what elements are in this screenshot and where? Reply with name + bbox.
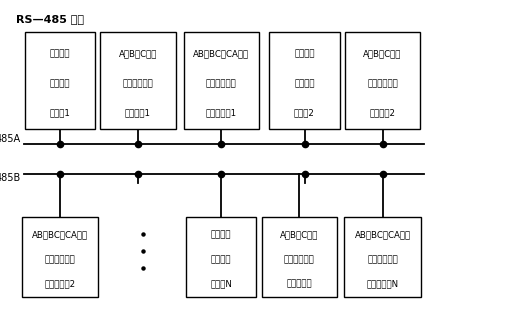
Text: A、B、C相分: A、B、C相分	[280, 231, 319, 240]
FancyBboxPatch shape	[25, 33, 95, 129]
Text: AB、BC、CA线线: AB、BC、CA线线	[355, 231, 410, 240]
Text: 智能电容器1: 智能电容器1	[205, 108, 237, 117]
FancyBboxPatch shape	[269, 33, 340, 129]
Text: 补无功补偿智: 补无功补偿智	[123, 79, 153, 88]
Text: 485A: 485A	[0, 134, 21, 144]
FancyBboxPatch shape	[22, 217, 98, 298]
Text: 共补无功: 共补无功	[211, 231, 232, 240]
Text: 能电容器2: 能电容器2	[370, 108, 396, 117]
Text: A、B、C相分: A、B、C相分	[119, 50, 157, 59]
Text: A、B、C相分: A、B、C相分	[363, 50, 402, 59]
Text: 有功平衡调节: 有功平衡调节	[367, 255, 398, 264]
Text: 智能电容器: 智能电容器	[287, 279, 312, 289]
FancyBboxPatch shape	[184, 33, 259, 129]
Text: 能电容器1: 能电容器1	[125, 108, 151, 117]
FancyBboxPatch shape	[100, 33, 176, 129]
Text: 补偿智能: 补偿智能	[294, 79, 315, 88]
Text: 共补无功: 共补无功	[50, 50, 70, 59]
Text: 电容器2: 电容器2	[294, 108, 315, 117]
Text: 电容器N: 电容器N	[210, 279, 232, 289]
Text: RS—485 总线: RS—485 总线	[16, 14, 84, 24]
Text: AB、BC、CA线线: AB、BC、CA线线	[32, 231, 88, 240]
Text: AB、BC、CA线线: AB、BC、CA线线	[193, 50, 250, 59]
Text: 共补无功: 共补无功	[294, 50, 315, 59]
Text: 补偿智能: 补偿智能	[50, 79, 70, 88]
Text: 智能电容器N: 智能电容器N	[366, 279, 399, 289]
Text: 有功平衡调节: 有功平衡调节	[206, 79, 237, 88]
Text: 智能电容器2: 智能电容器2	[45, 279, 75, 289]
Text: 补偿智能: 补偿智能	[211, 255, 232, 264]
Text: 有功平衡调节: 有功平衡调节	[45, 255, 75, 264]
FancyBboxPatch shape	[262, 217, 337, 298]
FancyBboxPatch shape	[345, 33, 421, 129]
FancyBboxPatch shape	[344, 217, 421, 298]
Text: 电容器1: 电容器1	[49, 108, 71, 117]
Text: 补无功补偿智: 补无功补偿智	[284, 255, 315, 264]
Text: 485B: 485B	[0, 173, 21, 183]
FancyBboxPatch shape	[186, 217, 256, 298]
Text: 补无功补偿智: 补无功补偿智	[367, 79, 398, 88]
